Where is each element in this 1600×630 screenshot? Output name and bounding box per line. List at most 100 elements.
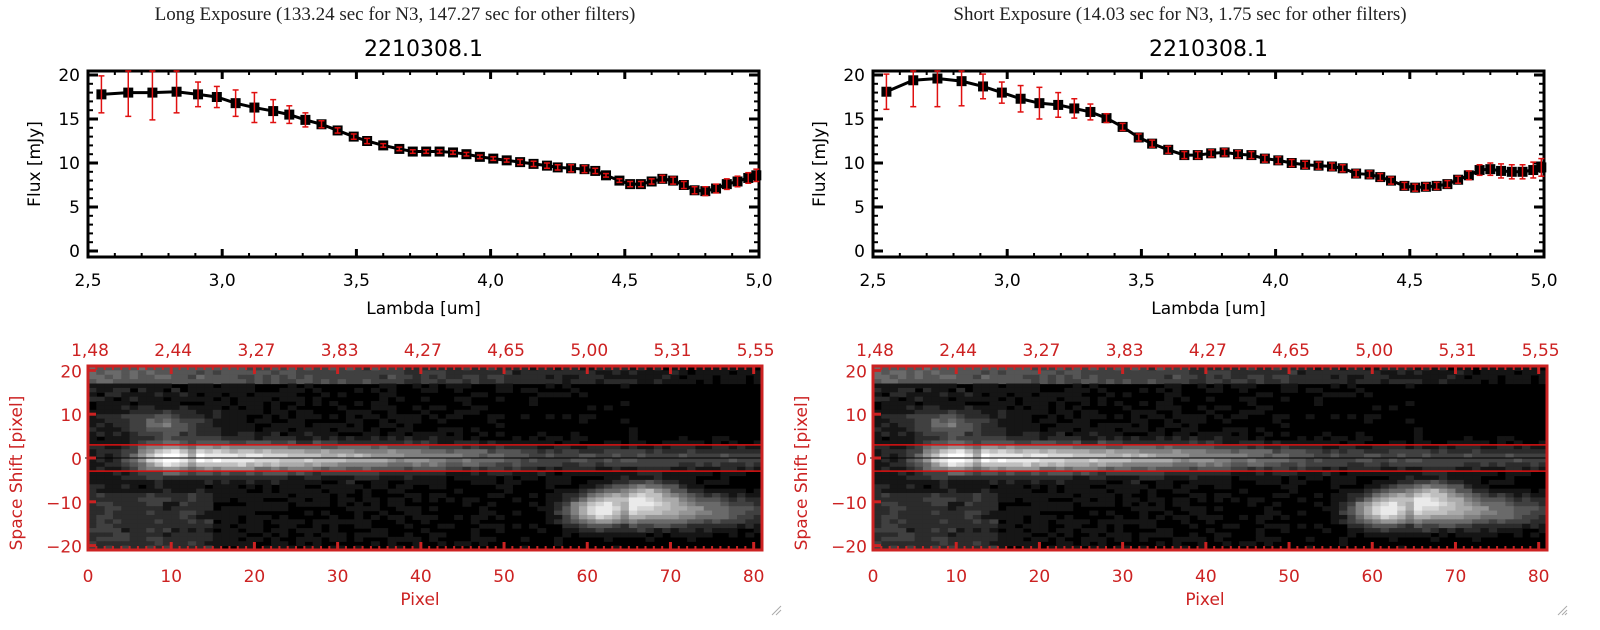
- heatmap-cell: [395, 444, 405, 450]
- heatmap-cell: [121, 510, 131, 516]
- heatmap-cell: [889, 497, 899, 503]
- heatmap-cell: [703, 462, 713, 468]
- heatmap-cell: [1264, 462, 1274, 468]
- heatmap-cell: [897, 462, 907, 468]
- heatmap-cell: [1505, 366, 1515, 371]
- heatmap-cell: [947, 366, 957, 371]
- heatmap-cell: [1363, 379, 1373, 385]
- heatmap-cell: [1388, 449, 1398, 455]
- x-tick-label: 80: [743, 567, 765, 587]
- heatmap-cell: [653, 523, 663, 529]
- heatmap-cell: [1031, 370, 1041, 376]
- heatmap-cell: [972, 374, 982, 380]
- heatmap-cell: [121, 493, 131, 499]
- heatmap-cell: [320, 475, 330, 481]
- heatmap-cell: [420, 466, 430, 472]
- heatmap-cell: [429, 414, 439, 420]
- heatmap-cell: [678, 471, 688, 477]
- heatmap-cell: [237, 475, 247, 481]
- heatmap-cell: [287, 379, 297, 385]
- heatmap-cell: [553, 497, 563, 503]
- heatmap-cell: [687, 506, 697, 512]
- heatmap-cell: [495, 366, 505, 371]
- heatmap-cell: [989, 401, 999, 407]
- heatmap-cell: [1089, 462, 1099, 468]
- heatmap-cell: [745, 514, 755, 520]
- heatmap-cell: [304, 383, 314, 389]
- heatmap-cell: [1222, 440, 1232, 446]
- heatmap-cell: [753, 440, 763, 446]
- heatmap-cell: [437, 379, 447, 385]
- heatmap-cell: [88, 366, 97, 371]
- heatmap-cell: [445, 366, 455, 371]
- heatmap-cell: [595, 374, 605, 380]
- heatmap-cell: [570, 374, 580, 380]
- heatmap-cell: [154, 370, 164, 376]
- heatmap-cell: [1014, 493, 1024, 499]
- heatmap-cell: [121, 506, 131, 512]
- heatmap-cell: [712, 453, 721, 459]
- heatmap-cell: [931, 458, 941, 463]
- heatmap-cell: [1338, 488, 1348, 494]
- heatmap-cell: [104, 427, 114, 433]
- heatmap-cell: [246, 523, 256, 529]
- heatmap-cell: [1264, 405, 1274, 411]
- heatmap-cell: [1039, 479, 1049, 485]
- heatmap-cell: [162, 462, 172, 468]
- heatmap-cell: [1222, 475, 1232, 481]
- heatmap-cell: [221, 449, 231, 455]
- heatmap-cell: [753, 497, 763, 503]
- heatmap-cell: [304, 536, 314, 542]
- heatmap-cell: [229, 418, 239, 424]
- heatmap-cell: [1413, 440, 1423, 446]
- heatmap-cell: [1247, 466, 1257, 472]
- heatmap-cell: [112, 545, 122, 551]
- heatmap-cell: [1089, 440, 1099, 446]
- heatmap-cell: [137, 418, 147, 424]
- heatmap-cell: [88, 479, 97, 485]
- heatmap-cell: [229, 383, 239, 389]
- heatmap-cell: [1097, 396, 1107, 402]
- heatmap-cell: [728, 462, 738, 468]
- heatmap-cell: [906, 497, 916, 503]
- heatmap-cell: [1130, 440, 1140, 446]
- error-bar: [702, 186, 709, 197]
- heatmap-cell: [88, 510, 97, 516]
- heatmap-cell: [395, 458, 405, 463]
- heatmap-cell: [1289, 444, 1298, 450]
- heatmap-cell: [628, 431, 638, 437]
- heatmap-cell: [1330, 436, 1340, 442]
- heatmap-cell: [737, 488, 746, 494]
- heatmap-cell: [121, 466, 131, 472]
- heatmap-cell: [221, 409, 231, 415]
- heatmap-cell: [1164, 475, 1174, 481]
- heatmap-cell: [1139, 409, 1149, 415]
- heatmap-cell: [479, 514, 489, 520]
- heatmap-cell: [204, 379, 214, 385]
- heatmap-cell: [939, 479, 949, 485]
- heatmap-cell: [964, 370, 974, 376]
- heatmap-cell: [96, 396, 106, 402]
- heatmap-cell: [881, 366, 891, 371]
- heatmap-cell: [404, 466, 414, 472]
- error-bar: [396, 146, 403, 152]
- heatmap-cell: [1164, 401, 1174, 407]
- heatmap-cell: [1280, 431, 1290, 437]
- heatmap-cell: [1105, 431, 1115, 437]
- heatmap-cell: [320, 374, 330, 380]
- heatmap-cell: [997, 475, 1007, 481]
- heatmap-cell: [1172, 422, 1182, 428]
- heatmap-cell: [187, 370, 197, 376]
- heatmap-cell: [196, 501, 206, 507]
- heatmap-cell: [1214, 440, 1224, 446]
- heatmap-cell: [1472, 471, 1482, 477]
- heatmap-cell: [1230, 462, 1240, 468]
- heatmap-cell: [1280, 414, 1290, 420]
- heatmap-cell: [1047, 493, 1057, 499]
- heatmap-cell: [437, 370, 447, 376]
- heatmap-cell: [1180, 444, 1190, 450]
- heatmap-cell: [262, 453, 272, 459]
- heatmap-cell: [1081, 396, 1090, 402]
- heatmap-cell: [1447, 453, 1457, 459]
- heatmap-cell: [254, 493, 264, 499]
